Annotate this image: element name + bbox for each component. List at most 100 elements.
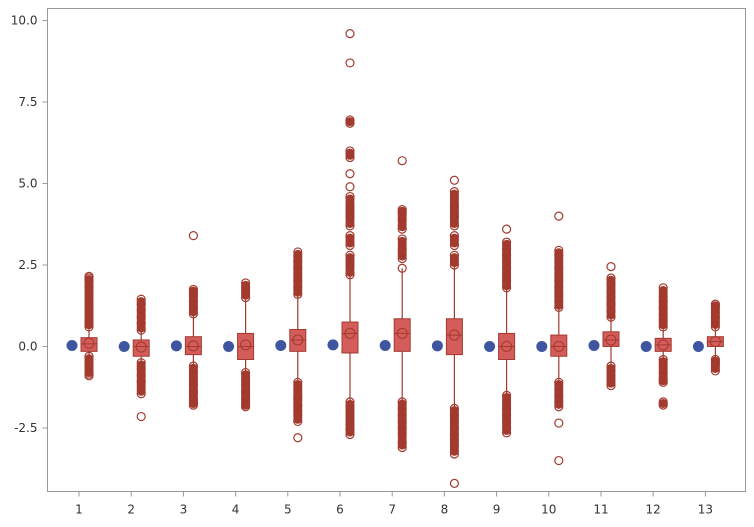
outlier-point [345, 429, 355, 440]
outlier-point [397, 236, 407, 246]
dot-point [536, 340, 548, 352]
mean-marker [553, 340, 565, 352]
mean-marker [709, 336, 721, 348]
box [550, 334, 568, 357]
dot-point [431, 340, 443, 352]
outlier-point [397, 204, 407, 215]
mean-marker [657, 339, 669, 351]
mean-marker [344, 327, 356, 339]
outlier-point [293, 433, 303, 443]
outlier-point [345, 191, 355, 202]
box-group-10 [536, 211, 568, 466]
dot-point [379, 339, 391, 351]
outlier-point [397, 156, 407, 166]
outlier-point [293, 416, 303, 427]
mean-marker [501, 340, 513, 352]
outlier-point [554, 418, 564, 428]
x-tick-label: 12 [646, 503, 661, 517]
dot-point [588, 339, 600, 351]
box-group-3 [170, 231, 202, 410]
outlier-point [136, 386, 146, 396]
x-axis: 1 2 3 4 5 6 7 8 9 10 11 12 13 [75, 491, 713, 517]
outlier-point [502, 428, 512, 438]
outlier-point [397, 263, 407, 273]
box-group-13 [692, 299, 724, 376]
dot-point [66, 339, 78, 351]
outlier-point [345, 182, 355, 192]
x-tick-label: 13 [698, 503, 713, 517]
y-tick-label: 0.0 [18, 339, 37, 353]
outlier-point [136, 389, 146, 399]
plot-frame [47, 8, 746, 492]
dot-point [170, 340, 182, 352]
box-group-8 [431, 175, 463, 488]
outlier-point [658, 286, 668, 296]
outlier-point [710, 363, 720, 373]
x-tick-label: 5 [284, 503, 292, 517]
outlier-point [188, 284, 198, 295]
outlier-point [241, 278, 251, 288]
outlier-point [449, 233, 459, 243]
y-tick-label: 7.5 [18, 95, 37, 109]
outlier-point [136, 297, 146, 307]
outlier-point [345, 253, 355, 263]
axes [47, 8, 746, 492]
outlier-point [449, 187, 459, 197]
box-group-7 [379, 156, 411, 453]
x-tick-label: 9 [493, 503, 501, 517]
outlier-point [502, 224, 512, 234]
outlier-point [345, 250, 355, 260]
outlier-point [449, 189, 459, 199]
y-tick-label: 5.0 [18, 177, 37, 191]
y-tick-label: -2.5 [14, 421, 37, 435]
outlier-point [554, 455, 564, 466]
dot-point [640, 340, 652, 352]
x-tick-label: 8 [441, 503, 449, 517]
dot-point [327, 339, 339, 351]
dot-point [275, 339, 287, 351]
outlier-point [449, 231, 459, 241]
outlier-point [502, 237, 512, 247]
outlier-point [449, 446, 459, 456]
x-tick-label: 4 [232, 503, 240, 517]
dot-point [692, 340, 704, 352]
outlier-point [84, 371, 94, 381]
x-tick-label: 11 [593, 503, 608, 517]
outlier-point [188, 231, 198, 241]
mean-marker [83, 337, 95, 349]
box [184, 336, 202, 356]
outlier-point [554, 211, 564, 221]
box [602, 331, 620, 347]
outlier-point [241, 402, 251, 412]
outlier-point [345, 231, 355, 241]
box-group-2 [118, 294, 150, 422]
outlier-point [397, 234, 407, 244]
dot-point [118, 340, 130, 352]
box [393, 318, 411, 352]
box [341, 321, 359, 354]
outlier-point [710, 299, 721, 309]
outlier-point [345, 146, 355, 156]
outlier-point [84, 271, 94, 281]
mean-marker [135, 341, 147, 353]
outlier-point [449, 250, 459, 260]
dot-point [484, 340, 496, 352]
outlier-point [449, 478, 459, 488]
outlier-point [293, 247, 303, 257]
mean-marker [396, 327, 408, 339]
mean-marker [605, 334, 617, 346]
mean-marker [448, 329, 460, 341]
outlier-point [710, 366, 721, 376]
outlier-point [606, 378, 616, 388]
outlier-point [345, 28, 355, 39]
x-tick-label: 6 [336, 503, 344, 517]
box-group-1 [66, 271, 98, 381]
box-group-9 [484, 224, 516, 438]
outlier-point [136, 294, 146, 304]
outlier-point [345, 427, 355, 437]
outlier-point [554, 399, 564, 409]
box [80, 337, 98, 352]
outlier-point [449, 253, 459, 263]
box-group-12 [640, 283, 672, 410]
